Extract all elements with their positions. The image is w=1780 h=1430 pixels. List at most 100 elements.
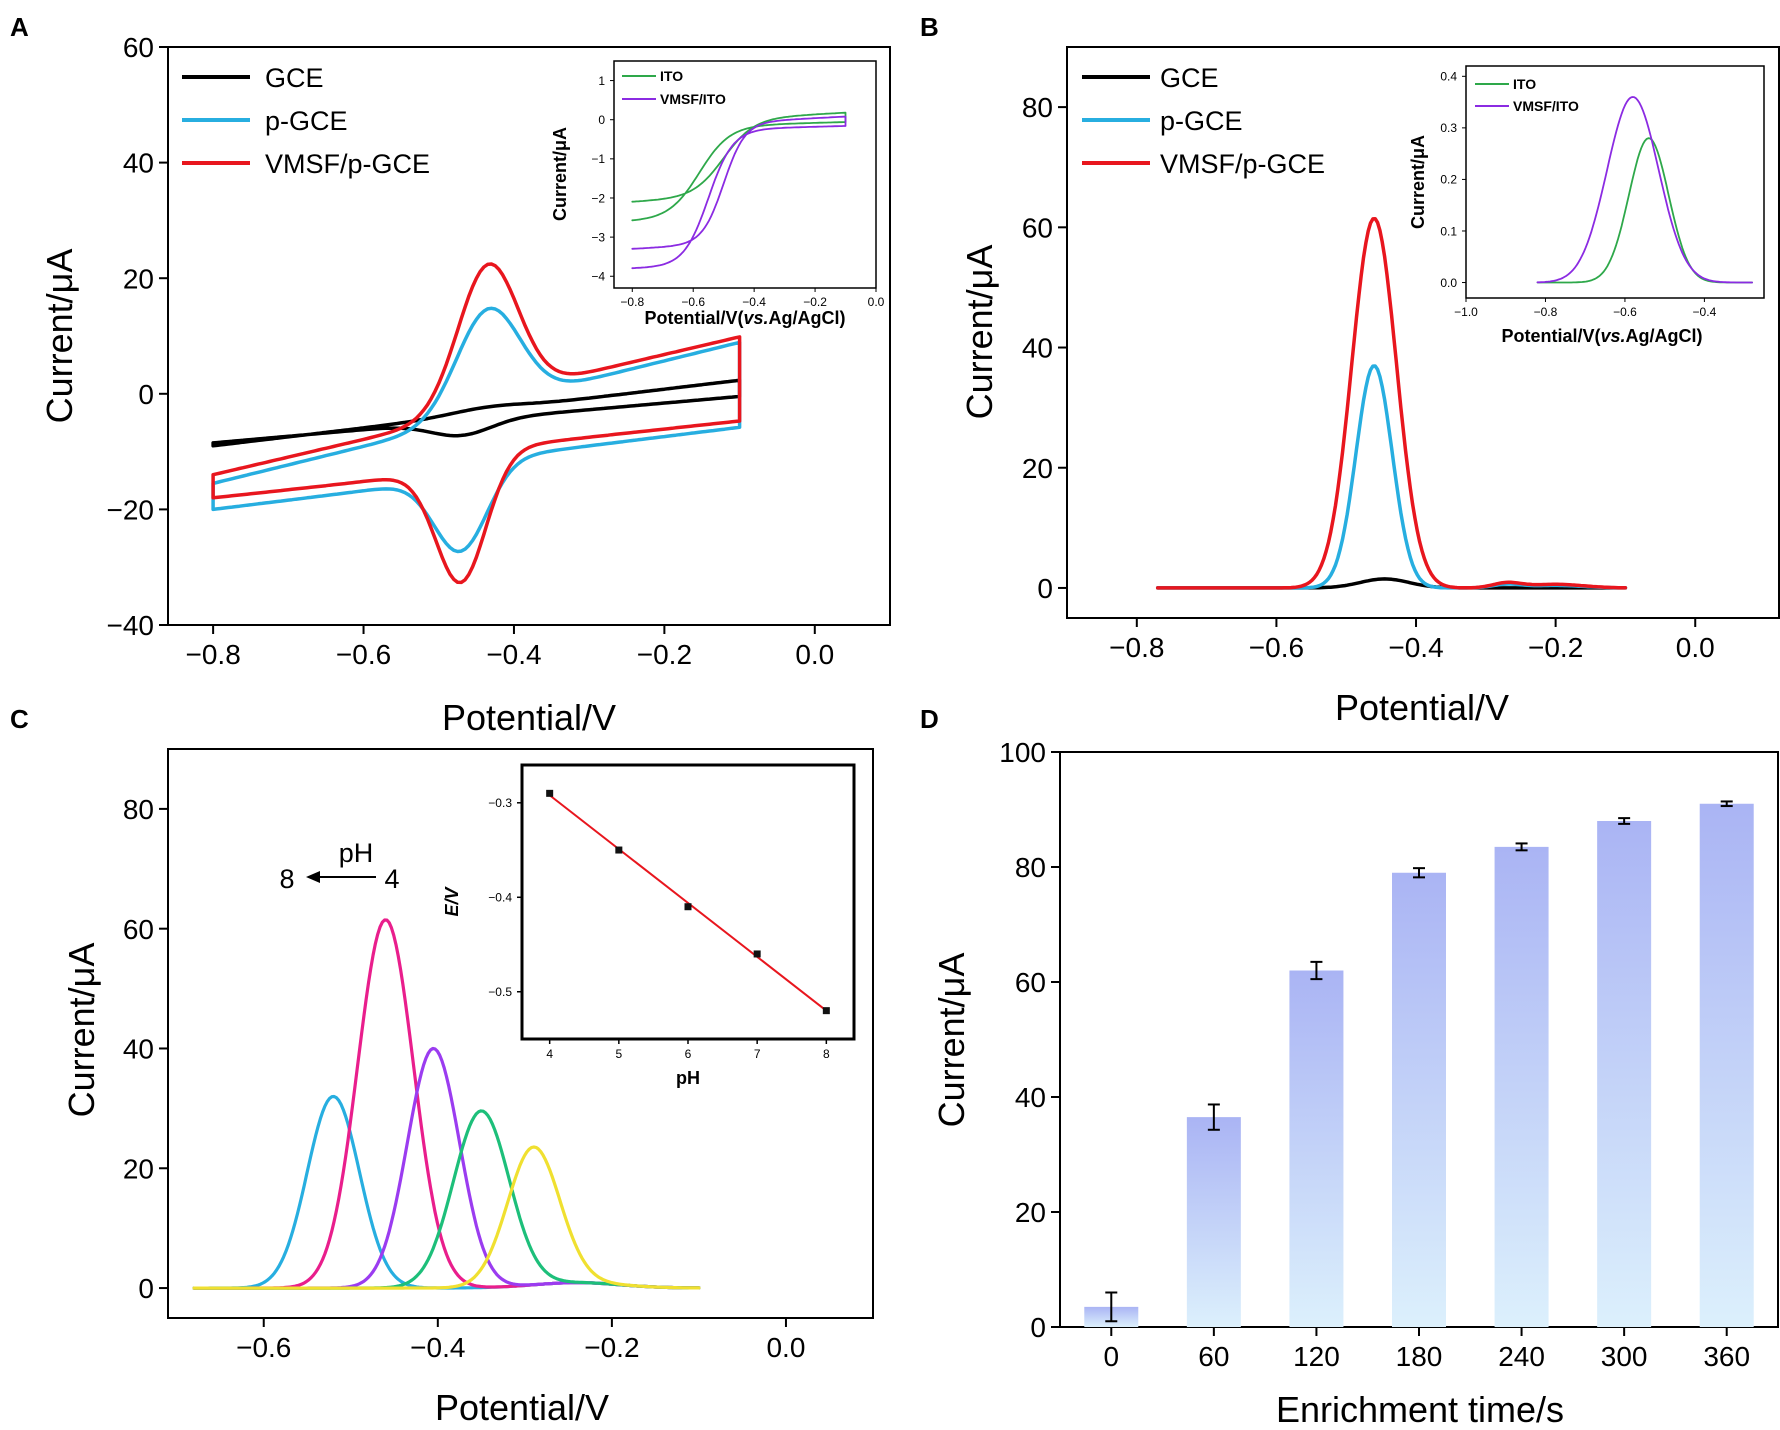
panel-c-inset-x-tick-label: 5 — [615, 1047, 622, 1061]
legend-b-gce: GCE — [1160, 63, 1219, 93]
panel-a-inset-y-tick-label: −4 — [591, 270, 605, 284]
cv-curve-vmsf-pgce — [211, 262, 742, 585]
inset-c-data-point — [822, 1007, 830, 1015]
panel-b-inset-y-title: Current/μA — [1408, 135, 1428, 229]
panel-d-x-tick-label: 360 — [1703, 1341, 1750, 1372]
dpv-curve-vmsf-pgce — [1155, 216, 1628, 590]
panel-a-inset-x-tick-label: −0.2 — [803, 295, 827, 309]
panel-c-frame — [167, 748, 874, 1319]
bar-300s — [1597, 821, 1652, 1327]
legend-b-vmsf: VMSF/p-GCE — [1160, 149, 1325, 179]
panel-d-y-tick-label: 40 — [1015, 1082, 1046, 1113]
panel-c-x-tick-label: −0.2 — [584, 1332, 639, 1363]
panel-a-inset-y-tick-label: 1 — [598, 74, 605, 88]
inset-c-data-point — [546, 789, 554, 797]
panel-b-inset-y-tick-label: 0.4 — [1440, 70, 1457, 84]
panel-c-y-tick-label: 40 — [123, 1034, 154, 1065]
ph-annotation-right: 4 — [384, 864, 399, 894]
panel-b-ticks: −0.8 −0.6 −0.4 −0.2 0.0 0 20 40 60 80 — [1022, 92, 1715, 663]
panel-a-y-tick-label: −20 — [107, 494, 155, 525]
panel-c-x-title: Potential/V — [435, 1387, 609, 1428]
panel-b-curves — [1155, 216, 1628, 590]
panel-c-y-title: Current/μA — [61, 943, 102, 1118]
panel-c-x-tick-label: −0.4 — [410, 1332, 465, 1363]
panel-c: −0.6 −0.4 −0.2 0.0 0 20 40 60 80 Potential/V Cur… — [61, 748, 874, 1428]
panel-b-x-title: Potential/V — [1335, 687, 1509, 728]
panel-c-ticks: −0.6 −0.4 −0.2 0.0 0 20 40 60 80 — [123, 794, 806, 1363]
panel-label-d: D — [920, 704, 939, 734]
inset-a-curve-vmsf-ito — [631, 115, 847, 270]
panel-b-inset-x-tick-label: −0.8 — [1534, 305, 1558, 319]
panel-d-bars — [1084, 800, 1754, 1327]
panel-a-inset-y-tick-label: −3 — [591, 230, 605, 244]
cv-curve-pgce — [211, 306, 742, 554]
panel-b-y-tick-label: 60 — [1022, 212, 1053, 243]
panel-c-inset-x-title: pH — [676, 1068, 700, 1088]
bar-60s — [1186, 1117, 1241, 1327]
panel-a-y-tick-label: −40 — [107, 610, 155, 641]
inset-b-curve-vmsf-ito — [1536, 96, 1753, 284]
panel-a-inset-y-title: Current/μA — [550, 127, 570, 221]
panel-d-x-tick-label: 60 — [1198, 1341, 1229, 1372]
panel-label-a: A — [10, 12, 29, 42]
panel-c-inset-x-tick-label: 4 — [546, 1047, 553, 1061]
panel-c-inset-ticks: 4 5 6 7 8 −0.5 −0.4 −0.3 — [488, 796, 830, 1061]
panel-b-inset-curves — [1536, 96, 1753, 284]
panel-d-y-tick-label: 80 — [1015, 852, 1046, 883]
panel-d-y-tick-label: 60 — [1015, 967, 1046, 998]
panel-a-inset-x-tick-label: 0.0 — [868, 295, 885, 309]
panel-c-x-tick-label: 0.0 — [766, 1332, 805, 1363]
panel-b-inset-x-tick-label: −1.0 — [1454, 305, 1478, 319]
panel-b-x-tick-label: −0.6 — [1249, 632, 1304, 663]
bar-240s — [1494, 846, 1549, 1327]
panel-d-x-tick-label: 240 — [1498, 1341, 1545, 1372]
panel-c-inset-y-tick-label: −0.4 — [488, 891, 512, 905]
panel-c-inset-y-tick-label: −0.3 — [488, 796, 512, 810]
inset-c-fit-line — [549, 794, 827, 1012]
panel-a-x-tick-label: −0.8 — [185, 639, 240, 670]
panel-a-y-tick-label: 0 — [138, 379, 154, 410]
panel-d-x-tick-label: 300 — [1601, 1341, 1648, 1372]
panel-b-x-tick-label: −0.4 — [1388, 632, 1443, 663]
panel-b-inset-y-tick-label: 0.2 — [1440, 173, 1457, 187]
panel-b-y-title: Current/μA — [959, 245, 1000, 420]
panel-a-inset-frame — [613, 60, 877, 289]
panel-c-y-tick-label: 20 — [123, 1153, 154, 1184]
panel-a-inset-ticks: −0.8 −0.6 −0.4 −0.2 0.0 −4 −3 −2 −1 0 1 — [591, 74, 884, 309]
panel-a-y-title: Current/μA — [39, 249, 80, 424]
dpv-curve-ph-5 — [192, 1109, 701, 1290]
panel-b-y-tick-label: 40 — [1022, 333, 1053, 364]
panel-c-y-tick-label: 80 — [123, 794, 154, 825]
panel-a-x-title: Potential/V — [442, 697, 616, 738]
panel-d: 0 60 120 180 240 300 360 0 20 40 60 80 100 Enrichmen… — [931, 737, 1779, 1430]
inset-c-data-point — [684, 903, 692, 911]
ph-annotation-left: 8 — [279, 864, 294, 894]
panel-c-y-tick-label: 0 — [138, 1273, 154, 1304]
legend-a-vmsf: VMSF/p-GCE — [265, 149, 430, 179]
panel-a-curves — [211, 262, 742, 585]
legend-a-pgce: p-GCE — [265, 106, 348, 136]
panel-b-x-tick-label: −0.2 — [1528, 632, 1583, 663]
panel-d-y-tick-label: 0 — [1030, 1312, 1046, 1343]
panel-d-x-tick-label: 180 — [1396, 1341, 1443, 1372]
panel-d-y-tick-label: 20 — [1015, 1197, 1046, 1228]
panel-b-y-tick-label: 0 — [1037, 573, 1053, 604]
panel-c-y-tick-label: 60 — [123, 914, 154, 945]
inset-c-data-point — [753, 950, 761, 958]
panel-d-x-tick-label: 0 — [1103, 1341, 1119, 1372]
panel-c-inset-x-tick-label: 8 — [823, 1047, 830, 1061]
dpv-curve-pgce — [1155, 364, 1628, 590]
dpv-curve-ph-4 — [192, 1145, 701, 1290]
panel-c-inset-y-title: E/V — [442, 886, 462, 917]
bar-180s — [1392, 872, 1446, 1327]
panel-b-inset-x-title: Potential/V(vs.Ag/AgCl) — [1501, 326, 1702, 346]
legend-b-pgce: p-GCE — [1160, 106, 1243, 136]
panel-b-inset-y-tick-label: 0.0 — [1440, 276, 1457, 290]
inset-c-data-point — [615, 846, 623, 854]
panel-b: −0.8 −0.6 −0.4 −0.2 0.0 0 20 40 60 80 Potential/V… — [959, 46, 1780, 728]
panel-d-ticks: 0 60 120 180 240 300 360 0 20 40 60 80 100 — [999, 737, 1750, 1372]
panel-a-x-tick-label: −0.4 — [486, 639, 541, 670]
panel-c-inset-y-tick-label: −0.5 — [488, 985, 512, 999]
